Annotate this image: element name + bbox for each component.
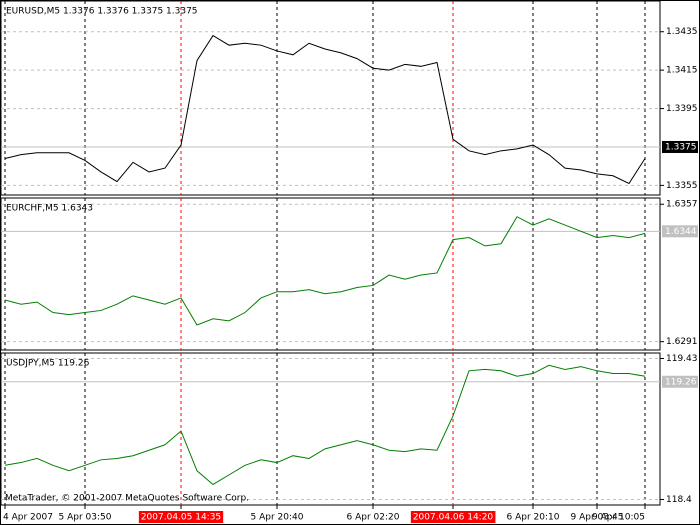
x-tick-label: 9 Apr 10:05 bbox=[592, 513, 645, 523]
chart-title: EURCHF,M5 1.6343 bbox=[6, 204, 93, 214]
cursor-label-box bbox=[410, 511, 496, 523]
price-line bbox=[4, 34, 646, 185]
y-tick-label: 1.3395 bbox=[666, 104, 698, 114]
current-price-box bbox=[662, 225, 698, 238]
footer: MetaTrader, © 2001-2007 MetaQuotes Softw… bbox=[5, 494, 249, 504]
x-tick-label: 5 Apr 20:40 bbox=[251, 513, 304, 523]
chart-title: USDJPY,M5 119.26 bbox=[6, 359, 90, 369]
current-price-box bbox=[662, 140, 698, 153]
current-price-box bbox=[662, 375, 698, 388]
price-line bbox=[4, 364, 646, 486]
x-tick-label: 4 Apr 2007 bbox=[3, 513, 53, 523]
y-tick-label: 1.6291 bbox=[666, 337, 698, 347]
x-tick-label: 9 Apr 03:45 bbox=[571, 513, 624, 523]
y-tick-label: 118.4 bbox=[666, 495, 692, 505]
chart-title: EURUSD,M5 1.3376 1.3376 1.3375 1.3375 bbox=[6, 7, 198, 17]
y-tick-label: 1.3355 bbox=[666, 181, 698, 191]
current-price-label: 1.6344 bbox=[665, 227, 697, 237]
current-price-label: 119.26 bbox=[665, 377, 697, 387]
cursor-label: 2007.04.06 14:20 bbox=[413, 513, 494, 523]
price-line bbox=[4, 216, 646, 326]
y-tick-label: 1.6357 bbox=[666, 200, 698, 210]
y-tick-label: 119.43 bbox=[666, 354, 698, 364]
cursor-label-box bbox=[138, 511, 224, 523]
current-price-label: 1.3375 bbox=[665, 142, 697, 152]
x-tick-label: 6 Apr 02:20 bbox=[347, 513, 400, 523]
cursor-label: 2007.04.05 14:35 bbox=[141, 513, 221, 523]
x-tick-label: 5 Apr 03:50 bbox=[59, 513, 112, 523]
y-tick-label: 1.3415 bbox=[666, 66, 698, 76]
y-tick-label: 1.3435 bbox=[666, 27, 698, 37]
x-tick-label: 6 Apr 20:10 bbox=[507, 513, 560, 523]
